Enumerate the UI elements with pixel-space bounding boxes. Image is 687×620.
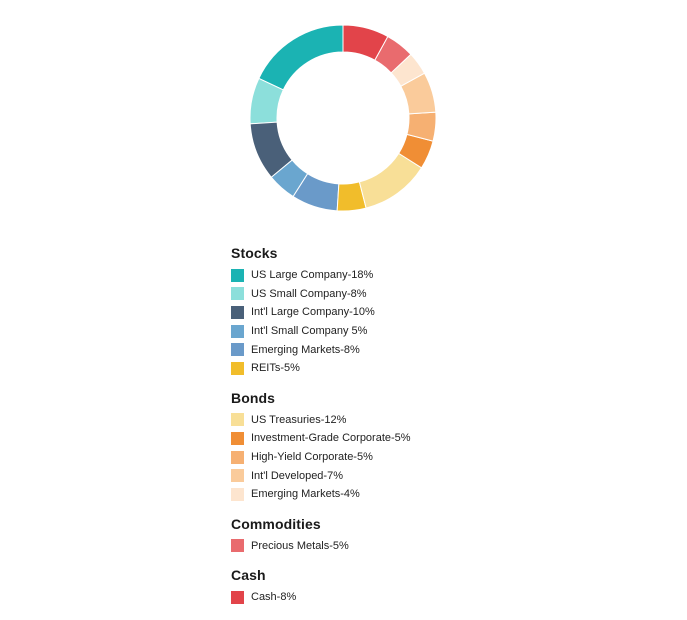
allocation-donut-chart [249,24,437,212]
legend-swatch [231,324,244,338]
legend-label: Int'l Small Company 5% [251,325,368,338]
legend-group-stocks: Stocks US Large Company-18% US Small Compa… [231,244,531,378]
legend-item: Int'l Large Company-10% [231,303,531,322]
legend-label: Int'l Developed-7% [251,469,343,482]
legend-swatch [231,431,244,445]
legend-group-title: Cash [231,567,266,584]
legend-item: Emerging Markets-8% [231,340,531,359]
legend-swatch [231,361,244,375]
legend-item: Cash-8% [231,588,531,607]
legend-item: Investment-Grade Corporate-5% [231,429,531,448]
legend-group-title: Commodities [231,515,321,532]
legend-group-bonds: Bonds US Treasuries-12% Investment-Grade C… [231,389,531,504]
legend-label: Emerging Markets-4% [251,488,360,501]
donut-slice-0 [258,24,344,91]
legend-group-cash: Cash Cash-8% [231,566,531,607]
legend-item: Int'l Developed-7% [231,466,531,485]
legend-swatch [231,450,244,464]
legend-label: US Treasuries-12% [251,413,347,426]
legend-swatch [231,590,244,604]
legend-group-commodities: Commodities Precious Metals-5% [231,515,531,556]
legend-item: REITs-5% [231,359,531,378]
legend-swatch [231,287,244,301]
legend-swatch [231,268,244,282]
legend-group-title: Stocks [231,245,278,261]
legend-label: Int'l Large Company-10% [251,306,375,319]
legend-label: Precious Metals-5% [251,539,349,552]
legend-label: US Large Company-18% [251,269,374,282]
legend-group-title: Bonds [231,389,276,406]
legend-item: US Treasuries-12% [231,411,531,430]
legend-swatch [231,305,244,319]
legend-item: US Large Company-18% [231,266,531,285]
legend-label: REITs-5% [251,362,300,375]
legend-swatch [231,539,244,553]
chart-legend: Stocks US Large Company-18% US Small Compa… [231,244,531,618]
legend-label: Investment-Grade Corporate-5% [251,432,411,445]
legend-item: High-Yield Corporate-5% [231,448,531,467]
legend-swatch [231,343,244,357]
legend-swatch [231,487,244,501]
legend-label: Cash-8% [251,591,297,604]
legend-label: High-Yield Corporate-5% [251,451,373,464]
legend-item: Precious Metals-5% [231,537,531,556]
legend-swatch [231,413,244,427]
legend-label: Emerging Markets-8% [251,343,360,356]
legend-item: US Small Company-8% [231,285,531,304]
legend-item: Int'l Small Company 5% [231,322,531,341]
legend-label: US Small Company-8% [251,287,367,300]
legend-swatch [231,469,244,483]
legend-item: Emerging Markets-4% [231,485,531,504]
donut-slice-12 [342,24,389,61]
